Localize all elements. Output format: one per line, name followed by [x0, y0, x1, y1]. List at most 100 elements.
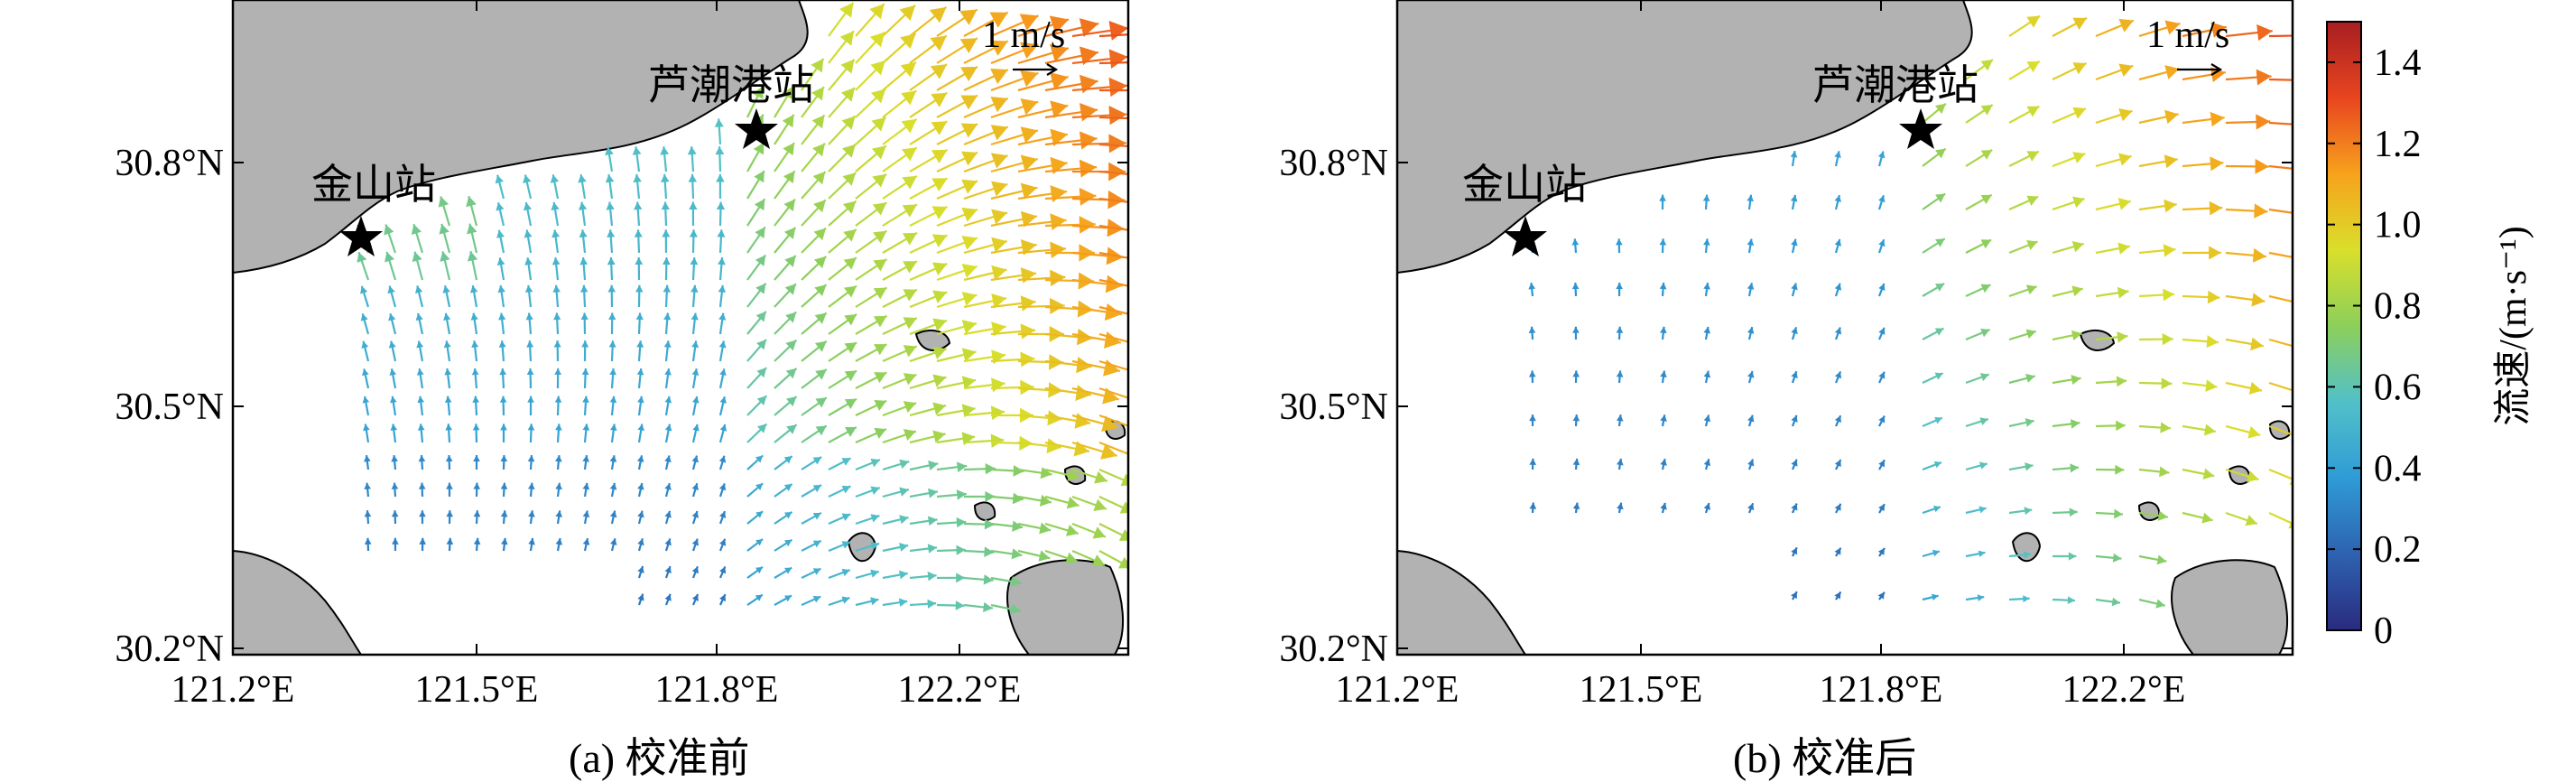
vector-arrow-a-457	[882, 542, 909, 553]
vector-arrow-a-48	[714, 118, 724, 145]
vector-arrow-b-167	[1878, 503, 1886, 514]
vector-arrow-a-387	[500, 482, 508, 498]
vector-arrow-a-64	[632, 146, 642, 172]
vector-arrow-a-139	[607, 229, 616, 254]
vector-arrow-a-120	[855, 201, 887, 227]
vector-arrow-b-20	[2138, 109, 2179, 125]
vector-arrow-a-140	[634, 229, 643, 254]
vector-arrow-a-411	[391, 510, 399, 525]
vector-arrow-b-79	[1965, 284, 1991, 297]
vector-arrow-b-41	[1877, 195, 1886, 210]
vector-arrow-a-247	[498, 340, 506, 362]
vector-arrow-a-109	[551, 201, 560, 227]
vector-arrow-a-263	[936, 348, 977, 363]
vector-arrow-a-442	[473, 537, 481, 552]
vector-arrow-b-58	[1834, 238, 1842, 254]
vector-arrow-a-249	[553, 340, 561, 362]
vector-arrow-b-81	[2052, 285, 2083, 298]
vector-arrow-a-187	[387, 285, 397, 308]
vector-arrow-a-75	[936, 151, 978, 172]
vector-arrow-a-218	[470, 312, 478, 335]
vector-arrow-a-87	[633, 173, 642, 200]
vector-arrow-a-27	[936, 65, 978, 91]
vector-arrow-a-367	[718, 455, 727, 470]
vector-arrow-b-182	[2008, 551, 2032, 559]
vector-arrow-b-87	[1528, 326, 1536, 340]
vector-arrow-a-424	[746, 510, 764, 525]
colorbar-tick-label-2: 0.4	[2374, 448, 2422, 489]
vector-arrow-a-375	[936, 461, 968, 473]
vector-arrow-a-110	[578, 201, 588, 227]
vector-arrow-a-65	[660, 146, 670, 172]
vector-arrow-a-327	[390, 424, 398, 443]
vector-arrow-a-133	[439, 223, 451, 254]
vector-arrow-a-145	[774, 227, 797, 254]
vector-arrow-a-369	[774, 455, 793, 470]
vector-arrow-b-138	[2182, 424, 2216, 436]
vector-arrow-a-470	[746, 565, 764, 579]
vector-arrow-a-314	[801, 396, 828, 416]
vector-arrow-a-159	[385, 251, 397, 281]
vector-arrow-b-8	[2008, 60, 2041, 80]
vector-arrow-a-143	[717, 229, 726, 254]
vector-arrow-b-152	[2008, 462, 2034, 471]
vector-arrow-a-215	[388, 312, 397, 335]
vector-arrow-a-227	[718, 312, 727, 335]
vector-arrow-a-56	[936, 123, 978, 145]
vector-arrow-a-448	[637, 538, 644, 552]
vector-arrow-a-151	[936, 235, 978, 255]
x-tick-label-b-0: 121.2°E	[1336, 669, 1459, 711]
vector-arrow-b-63	[2052, 241, 2084, 255]
vector-arrow-a-446	[582, 537, 590, 552]
vector-arrow-a-92	[774, 170, 796, 200]
vector-arrow-a-402	[909, 488, 939, 498]
vector-arrow-a-279	[609, 368, 616, 389]
vector-arrow-b-14	[2268, 78, 2293, 81]
vector-arrow-b-27	[1922, 147, 1947, 167]
map-a	[233, 0, 1128, 655]
vector-arrow-b-139	[2225, 424, 2261, 439]
vector-arrow-b-192	[2052, 596, 2075, 605]
vector-arrow-a-326	[363, 424, 370, 443]
vector-arrow-a-68	[746, 142, 765, 172]
vector-arrow-a-336	[637, 424, 644, 443]
vector-arrow-a-493	[990, 603, 1022, 615]
y-tick-label-a-1: 30.5°N	[115, 386, 224, 428]
vector-arrow-b-159	[1529, 502, 1537, 514]
vector-arrow-a-216	[415, 312, 424, 335]
vector-arrow-b-78	[1922, 283, 1945, 297]
x-tick-label-b-3: 122.2°E	[2062, 669, 2186, 711]
vector-arrow-b-53	[1615, 238, 1623, 254]
vector-arrow-a-462	[1017, 549, 1051, 562]
vector-arrow-a-231	[828, 313, 857, 335]
vector-arrow-a-148	[855, 229, 888, 254]
vector-field-a	[356, 2, 1128, 615]
station-star-jinshan-a	[339, 216, 383, 256]
vector-arrow-a-271	[389, 368, 397, 389]
vector-arrow-a-5	[963, 11, 1009, 37]
vector-arrow-b-174	[2182, 511, 2213, 524]
vector-arrow-a-405	[990, 492, 1024, 505]
vector-arrow-a-106	[466, 195, 478, 227]
vector-arrow-a-113	[661, 201, 670, 227]
vector-arrow-a-200	[746, 283, 767, 308]
vector-arrow-a-244	[416, 340, 424, 362]
vector-arrow-a-144	[746, 226, 766, 254]
vector-arrow-a-96	[882, 174, 918, 200]
vector-arrow-a-417	[555, 510, 562, 525]
colorbar-tick-label-1: 0.2	[2374, 529, 2422, 571]
vector-arrow-a-176	[855, 258, 888, 281]
vector-arrow-b-114	[1922, 372, 1944, 384]
vector-arrow-b-50	[2268, 208, 2293, 214]
vector-arrow-a-70	[801, 143, 826, 172]
vector-arrow-b-36	[1659, 194, 1666, 210]
vector-arrow-a-4	[936, 8, 978, 37]
vector-arrow-a-257	[774, 339, 798, 362]
vector-arrow-b-62	[2008, 239, 2038, 255]
vector-arrow-a-252	[636, 340, 644, 362]
vector-arrow-a-127	[1044, 216, 1096, 234]
vector-arrow-b-175	[2225, 511, 2258, 526]
vector-arrow-b-55	[1703, 238, 1710, 254]
vector-arrow-a-275	[499, 368, 507, 389]
vector-arrow-a-233	[882, 317, 918, 335]
